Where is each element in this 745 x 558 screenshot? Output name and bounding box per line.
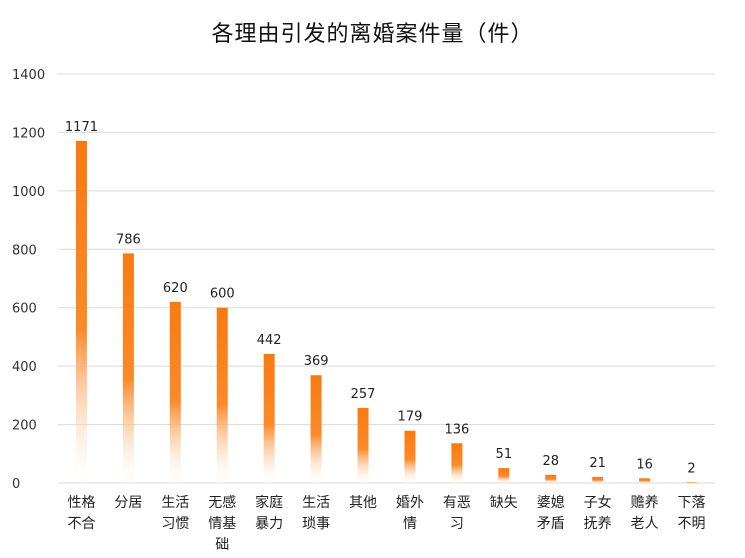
y-tick-label: 1000 (12, 185, 45, 200)
category-label: 赡养 (631, 495, 659, 511)
category-label: 生活 (161, 495, 189, 511)
bar (122, 253, 134, 483)
value-label: 786 (116, 232, 141, 247)
bar (498, 468, 510, 483)
y-tick-label: 1200 (12, 126, 45, 141)
bar (169, 301, 181, 483)
bar (357, 407, 369, 483)
category-label: 性格 (67, 495, 95, 511)
bar (404, 430, 416, 483)
y-tick-label: 200 (12, 419, 37, 434)
bar (592, 476, 604, 483)
category-label: 抚养 (584, 516, 612, 532)
category-label: 有恶 (443, 495, 471, 511)
bar (263, 353, 275, 483)
category-label: 情 (403, 516, 417, 532)
category-label: 生活 (302, 495, 330, 511)
bar (451, 443, 463, 483)
category-label: 无感 (208, 494, 236, 511)
bar (216, 307, 228, 483)
value-label: 136 (444, 422, 469, 437)
bar (686, 482, 698, 483)
category-label: 暴力 (255, 516, 283, 532)
value-label: 51 (496, 447, 513, 462)
value-label: 21 (589, 456, 606, 471)
bar (75, 140, 87, 484)
bar-layer (75, 140, 698, 484)
value-label: 28 (542, 454, 559, 469)
y-tick-label: 1400 (12, 68, 45, 83)
value-label: 442 (257, 333, 282, 348)
bar (545, 474, 557, 483)
chart-title: 各理由引发的离婚案件量（件） (211, 22, 534, 47)
bar (310, 375, 322, 483)
category-label: 矛盾 (537, 516, 565, 532)
value-label: 179 (398, 410, 423, 425)
category-label: 习 (450, 516, 464, 532)
category-label: 其他 (349, 495, 377, 511)
value-label: 1171 (65, 120, 98, 135)
category-label: 习惯 (161, 515, 189, 532)
y-tick-label: 400 (12, 360, 37, 375)
category-label: 老人 (631, 516, 659, 532)
category-label: 子女 (584, 494, 612, 511)
value-label: 369 (304, 354, 329, 369)
category-label: 础 (215, 537, 229, 553)
y-tick-label: 600 (12, 302, 37, 317)
category-label: 下落 (678, 495, 706, 511)
category-label: 婚外 (396, 495, 424, 511)
value-label: 600 (210, 287, 235, 302)
category-label: 情基 (208, 515, 236, 532)
y-tick-label: 0 (12, 477, 20, 492)
y-tick-label: 800 (12, 243, 37, 258)
value-label: 2 (687, 461, 695, 476)
category-label: 婆媳 (537, 495, 565, 511)
category-label: 缺失 (490, 495, 518, 511)
category-label: 不明 (678, 516, 706, 532)
bar (639, 478, 651, 483)
value-label: 257 (351, 387, 376, 402)
value-labels: 1171 786 620 600 442 369 257 179 136 51 28 21 16 2 (65, 120, 696, 477)
value-label: 16 (636, 457, 653, 472)
value-label: 620 (163, 281, 188, 296)
y-axis: 0 200 400 600 800 1000 1200 1400 (12, 68, 45, 492)
grid-layer (58, 73, 715, 484)
category-label: 不合 (67, 516, 95, 532)
category-label: 琐事 (302, 515, 330, 532)
category-label: 分居 (114, 495, 142, 511)
category-label: 家庭 (255, 494, 283, 511)
